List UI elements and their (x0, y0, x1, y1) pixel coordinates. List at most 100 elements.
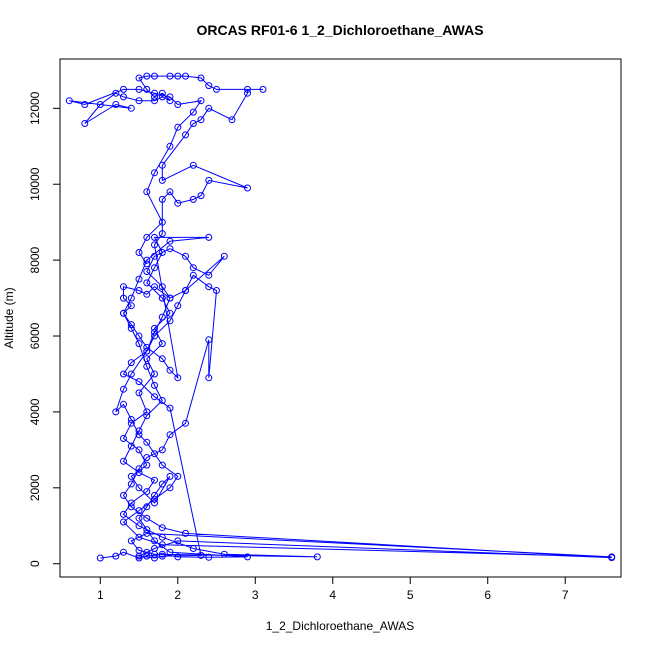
data-point (158, 397, 166, 404)
data-point (96, 554, 104, 562)
data-point (127, 480, 135, 488)
data-point (143, 362, 151, 370)
x-tick-label: 7 (562, 588, 569, 602)
data-point (151, 450, 158, 458)
data-point (127, 537, 135, 545)
y-tick-label: 6000 (28, 322, 42, 349)
data-point (158, 195, 166, 203)
data-point (120, 283, 127, 291)
data-point (151, 93, 158, 101)
data-point (135, 85, 143, 93)
data-point (112, 101, 120, 108)
data-point (151, 97, 158, 105)
data-point (120, 400, 127, 408)
series-line (69, 75, 612, 559)
data-point (135, 507, 143, 515)
data-point (143, 438, 151, 446)
data-point (135, 533, 143, 541)
data-point (143, 529, 151, 537)
y-tick-label: 0 (28, 560, 42, 567)
data-point (158, 446, 166, 454)
data-point (228, 116, 236, 124)
data-point (151, 241, 158, 249)
data-point (205, 104, 213, 112)
data-point (220, 252, 228, 260)
data-point (158, 249, 166, 256)
data-point (120, 309, 127, 317)
data-point (143, 72, 151, 80)
data-point (182, 529, 189, 537)
data-point (151, 233, 158, 241)
data-point (158, 218, 166, 226)
data-point (166, 72, 174, 80)
data-point (166, 548, 174, 556)
data-point (127, 321, 135, 329)
data-point (174, 472, 182, 480)
data-point (189, 120, 197, 127)
data-point (65, 97, 73, 105)
data-point (166, 317, 174, 325)
data-point (127, 416, 135, 423)
data-point (189, 161, 197, 169)
x-tick-label: 5 (407, 588, 414, 602)
data-point (182, 419, 189, 427)
data-point (135, 340, 143, 348)
data-point (127, 359, 135, 367)
data-point (189, 264, 197, 272)
data-point (608, 554, 616, 562)
data-point (205, 553, 213, 561)
data-point (135, 332, 143, 340)
data-point (166, 404, 174, 412)
data-point (151, 328, 158, 336)
data-point (158, 313, 166, 321)
data-point (151, 537, 158, 545)
data-point (189, 108, 197, 116)
data-point (120, 457, 127, 465)
data-point (143, 260, 151, 268)
data-point (135, 554, 143, 562)
data-point (166, 188, 174, 196)
x-tick-label: 2 (174, 588, 181, 602)
data-point (158, 340, 166, 348)
data-point (259, 85, 267, 93)
data-point (166, 309, 174, 317)
y-tick-label: 2000 (28, 474, 42, 501)
data-point (135, 514, 143, 522)
data-point (166, 431, 174, 439)
data-point (205, 233, 213, 241)
data-point (127, 472, 135, 480)
data-point (189, 195, 197, 203)
y-tick-label: 4000 (28, 398, 42, 425)
data-point (127, 302, 135, 310)
data-point (143, 343, 151, 351)
y-tick-label: 12000 (28, 91, 42, 125)
data-point (135, 275, 143, 283)
data-point (151, 370, 158, 378)
x-tick-label: 3 (252, 588, 259, 602)
data-point (213, 287, 220, 294)
data-point (151, 554, 158, 562)
data-point (166, 97, 174, 105)
data-point (127, 442, 135, 450)
data-point (143, 488, 151, 496)
data-point (151, 495, 158, 503)
y-tick-label: 10000 (28, 167, 42, 201)
data-point (158, 161, 166, 169)
data-point (112, 552, 120, 560)
x-axis-label: 1_2_Dichloroethane_AWAS (266, 619, 415, 633)
data-point (151, 89, 158, 97)
x-tick-label: 6 (484, 588, 491, 602)
data-point (151, 545, 158, 552)
data-point (135, 465, 143, 473)
data-point (182, 252, 189, 260)
data-point (158, 524, 166, 532)
data-point (197, 74, 205, 82)
data-point (120, 491, 127, 499)
y-axis: 0 2000 4000 6000 8000 10000 12000 (28, 91, 61, 567)
data-point (158, 550, 166, 558)
data-point (244, 184, 251, 192)
data-point (158, 480, 166, 488)
data-point (197, 116, 205, 124)
data-point (174, 374, 182, 382)
data-point (143, 268, 151, 275)
